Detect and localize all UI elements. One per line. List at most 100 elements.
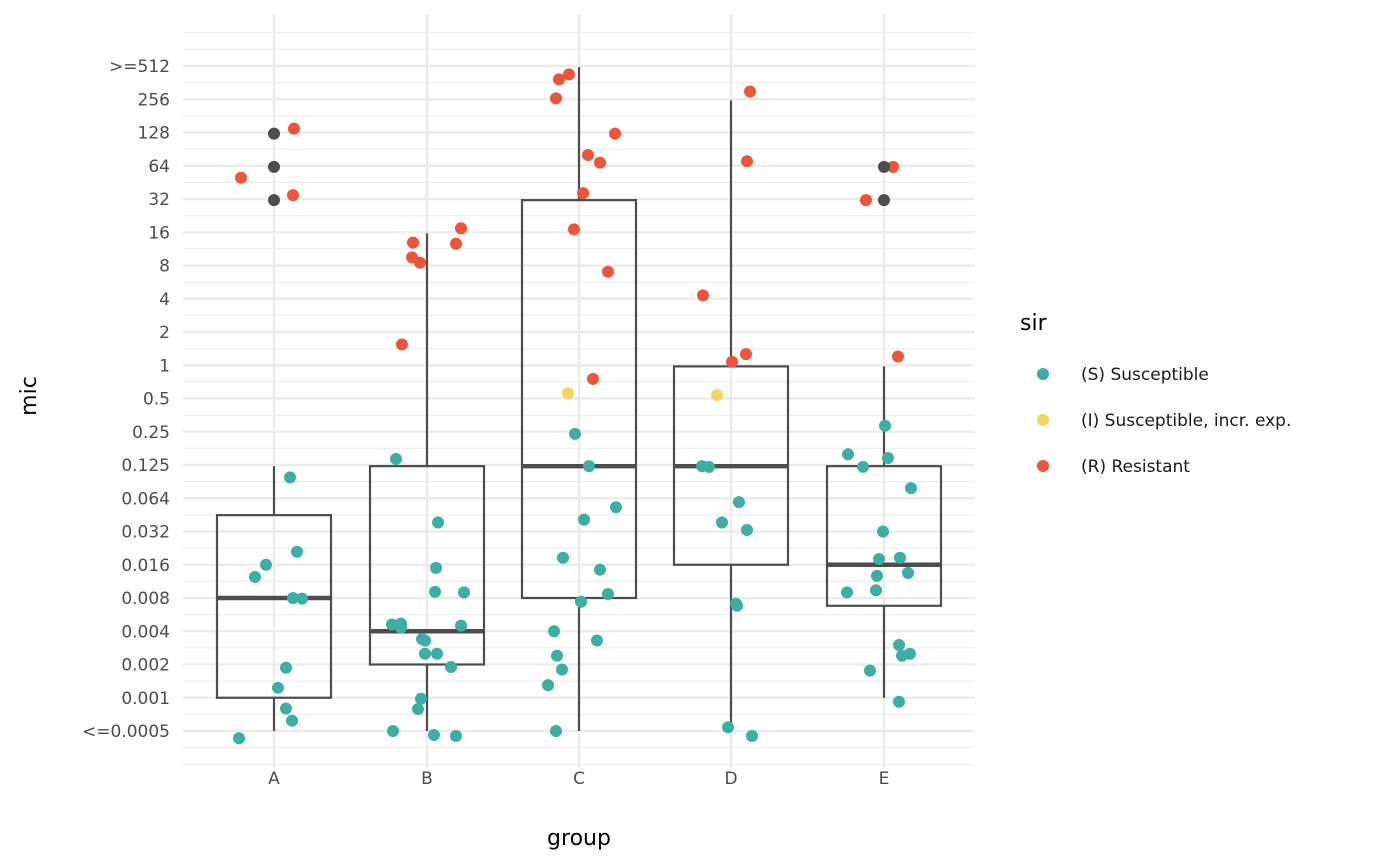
point-S	[905, 482, 917, 495]
y-tick-labels: <=0.0005 0.001 0.002 0.004 0.008 0.016 0.032 0.…	[82, 57, 170, 742]
y-tick-label: 0.016	[121, 556, 170, 576]
boxplot-B	[368, 233, 486, 731]
point-NA	[268, 194, 280, 207]
point-R	[235, 171, 247, 184]
point-S	[395, 621, 407, 634]
legend-key-I	[1037, 414, 1049, 426]
y-tick-label: 256	[138, 90, 170, 110]
point-S	[286, 714, 298, 727]
point-S	[879, 419, 891, 432]
point-S	[602, 587, 614, 600]
point-S	[575, 595, 587, 608]
y-tick-label: 32	[148, 190, 170, 210]
point-R	[602, 265, 614, 278]
point-S	[551, 649, 563, 662]
y-tick-label: 0.064	[121, 489, 170, 509]
y-tick-label: 4	[159, 290, 170, 310]
legend-key-S	[1037, 368, 1049, 380]
x-tick-label: C	[573, 769, 585, 789]
point-S	[583, 460, 595, 473]
y-tick-label: 0.008	[121, 589, 170, 609]
point-R	[587, 372, 599, 385]
point-S	[871, 569, 883, 582]
point-S	[450, 730, 462, 743]
point-S	[387, 725, 399, 737]
point-S	[458, 586, 470, 599]
point-S	[716, 516, 728, 529]
point-S	[233, 732, 245, 745]
point-S	[291, 545, 303, 558]
legend-key-R	[1037, 460, 1049, 472]
point-R	[577, 187, 589, 200]
point-S	[557, 551, 569, 564]
point-NA	[878, 194, 890, 207]
point-S	[280, 661, 292, 674]
point-S	[894, 551, 906, 564]
point-S	[610, 501, 622, 514]
point-S	[550, 725, 562, 737]
point-R	[550, 92, 562, 105]
point-S	[873, 553, 885, 566]
point-R	[697, 289, 709, 302]
point-S	[431, 647, 443, 660]
point-S	[904, 647, 916, 660]
y-axis-title: mic	[17, 376, 42, 416]
point-S	[893, 695, 905, 708]
point-S	[569, 427, 581, 440]
point-S	[386, 618, 398, 631]
legend-title: sir	[1020, 311, 1048, 336]
point-S	[284, 471, 296, 484]
box	[368, 465, 486, 666]
point-R	[609, 127, 621, 140]
point-S	[445, 660, 457, 673]
point-R	[892, 350, 904, 363]
y-tick-label: 128	[138, 124, 170, 144]
box	[825, 465, 943, 607]
point-S	[741, 524, 753, 537]
point-S	[419, 647, 431, 660]
point-S	[841, 586, 853, 599]
point-R	[726, 355, 738, 368]
point-S	[296, 592, 308, 605]
x-tick-labels: A B C D E	[268, 769, 889, 789]
x-tick-label: B	[421, 769, 433, 789]
point-S	[842, 448, 854, 461]
point-S	[882, 452, 894, 465]
point-S	[419, 634, 431, 647]
point-S	[902, 566, 914, 579]
point-S	[280, 702, 292, 715]
point-I	[562, 387, 574, 400]
point-S	[703, 460, 715, 473]
point-S	[731, 599, 743, 612]
point-R	[741, 155, 753, 168]
point-R	[407, 236, 419, 249]
x-tick-label: D	[724, 769, 737, 789]
point-S	[893, 639, 905, 652]
point-I	[711, 389, 723, 402]
point-R	[740, 348, 752, 361]
point-S	[415, 692, 427, 705]
point-S	[591, 634, 603, 647]
legend: sir (S) Susceptible (I) Susceptible, incr…	[1020, 311, 1291, 477]
boxplot-D	[672, 100, 790, 731]
point-NA	[878, 160, 890, 173]
boxplots	[215, 67, 943, 731]
x-axis-title: group	[547, 826, 611, 851]
point-R	[744, 85, 756, 98]
point-S	[877, 525, 889, 538]
point-S	[429, 585, 441, 598]
point-S	[578, 513, 590, 526]
point-S	[733, 496, 745, 509]
y-tick-label: 0.002	[121, 656, 170, 676]
point-R	[396, 338, 408, 351]
point-S	[594, 563, 606, 576]
y-tick-label: 1	[159, 356, 170, 376]
point-S	[548, 625, 560, 638]
y-tick-label: 64	[148, 157, 170, 177]
y-tick-label: 0.5	[143, 390, 170, 410]
x-tick-label: A	[268, 769, 280, 789]
point-R	[414, 256, 426, 269]
point-R	[887, 160, 899, 173]
point-NA	[268, 160, 280, 173]
point-S	[432, 516, 444, 529]
